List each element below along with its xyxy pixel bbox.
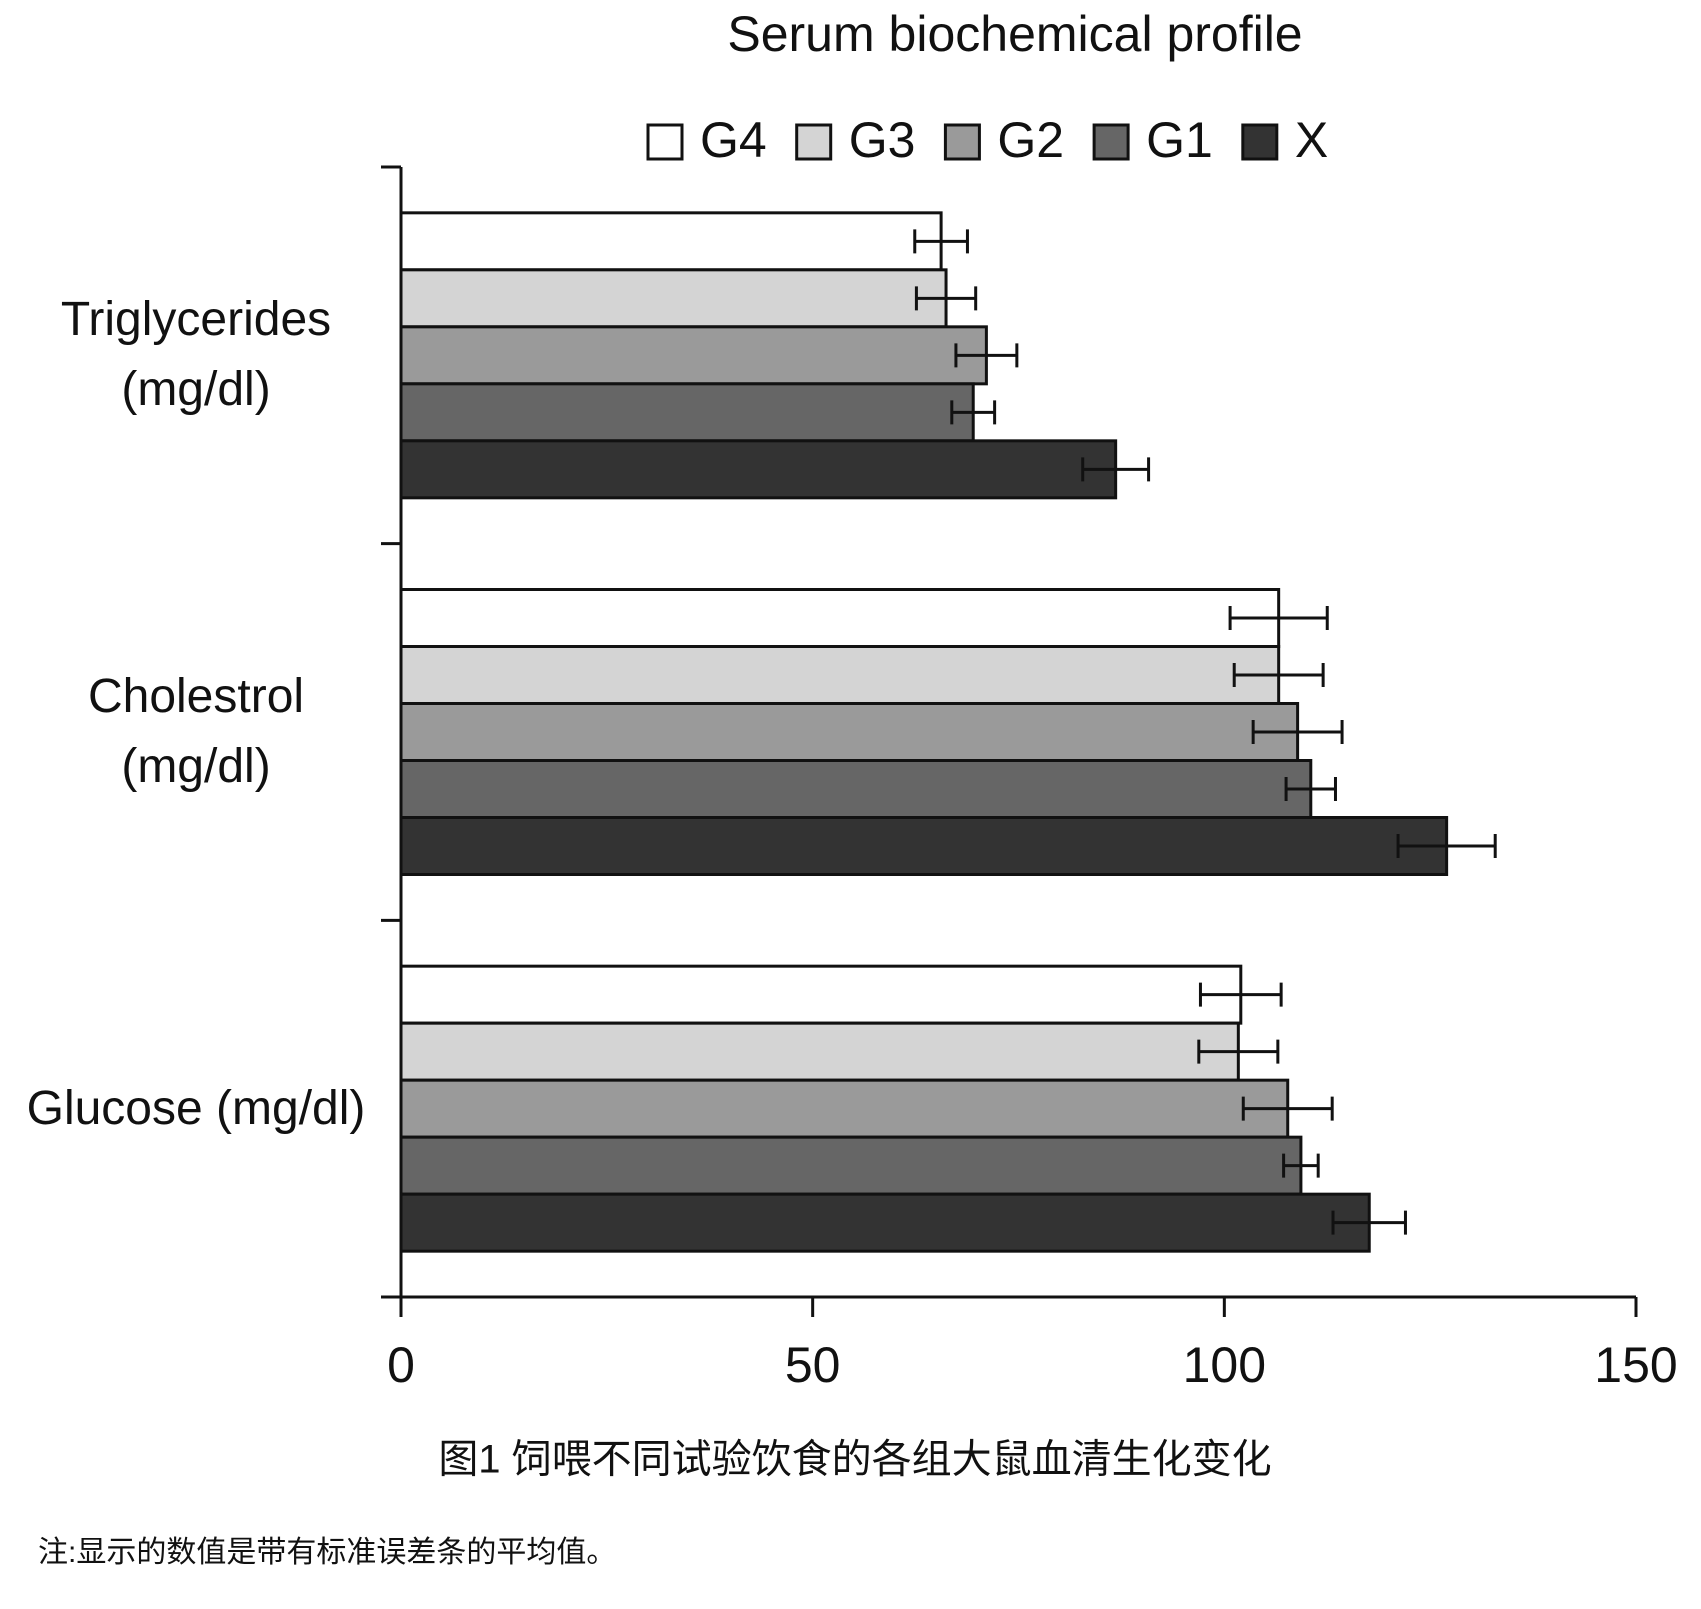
error-bar — [1396, 834, 1497, 858]
error-bar — [1284, 777, 1337, 801]
error-bar — [1282, 1153, 1320, 1178]
error-bar — [1197, 1039, 1280, 1064]
bar — [399, 382, 975, 443]
legend-label: G3 — [849, 112, 916, 168]
category-label: Triglycerides (mg/dl) — [60, 293, 332, 417]
x-tick-label: 0 — [387, 1337, 415, 1393]
legend-swatch — [1092, 123, 1130, 161]
error-bar — [1228, 606, 1329, 630]
error-bar — [950, 400, 997, 425]
chart-title: Serum biochemical profile — [727, 6, 1302, 62]
category-label-box: Triglycerides (mg/dl) — [60, 293, 332, 417]
legend-label: X — [1295, 112, 1328, 168]
error-bar — [1232, 663, 1325, 687]
bar — [399, 1021, 1240, 1082]
note: 注:显示的数值是带有标准误差条的平均值。 — [38, 1536, 616, 1569]
category-label: Cholestrol (mg/dl) — [87, 670, 305, 793]
legend-label: G4 — [700, 112, 767, 168]
bar — [399, 1078, 1290, 1139]
category-label-box: Glucose (mg/dl) — [26, 1081, 366, 1135]
caption: 图1 饲喂不同试验饮食的各组大鼠血清生化变化 — [438, 1438, 1271, 1482]
error-bar — [1241, 1096, 1334, 1121]
error-bar — [1251, 720, 1344, 744]
x-tick-label: 50 — [785, 1337, 841, 1393]
bar — [399, 759, 1313, 819]
bar — [399, 211, 943, 272]
bar — [399, 645, 1281, 705]
bar — [399, 268, 948, 329]
error-bar — [914, 286, 978, 311]
legend-label: G2 — [997, 112, 1064, 168]
error-bar — [954, 343, 1019, 368]
category-label: Glucose (mg/dl) — [26, 1081, 366, 1135]
bar — [399, 1135, 1303, 1196]
bar — [399, 702, 1300, 762]
bar — [399, 588, 1281, 648]
legend-swatch — [943, 123, 981, 161]
error-bar — [1331, 1210, 1407, 1235]
error-bar — [1081, 457, 1151, 482]
bar — [399, 1192, 1371, 1253]
legend-swatch — [646, 123, 684, 161]
error-bar — [1198, 982, 1283, 1007]
legend-label: G1 — [1146, 112, 1213, 168]
legend-swatch — [1241, 123, 1279, 161]
x-tick-label: 150 — [1594, 1337, 1677, 1393]
bar — [399, 325, 988, 386]
legend-swatch — [795, 123, 833, 161]
category-label-box: Cholestrol (mg/dl) — [87, 670, 305, 793]
bar — [399, 964, 1243, 1025]
bar — [399, 439, 1118, 500]
error-bar — [913, 229, 969, 254]
x-tick-label: 100 — [1183, 1337, 1266, 1393]
bar — [399, 816, 1449, 876]
